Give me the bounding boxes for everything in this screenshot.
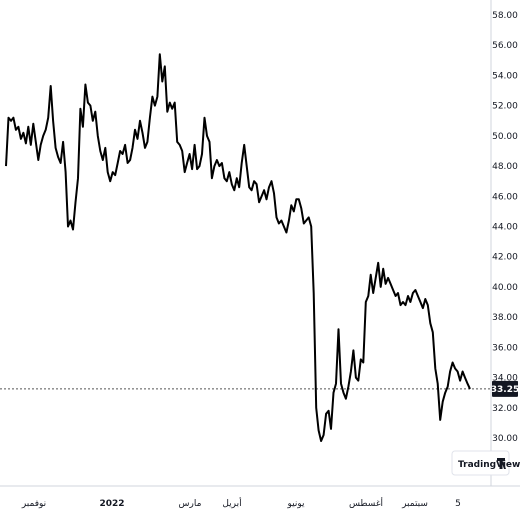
last-price-label: 33.25 [491, 380, 519, 397]
y-axis-ticks: 58.00 56.00 54.00 52.00 50.00 48.00 46.00 44.00… [492, 11, 518, 444]
y-tick-label: 58.00 [492, 11, 518, 21]
y-tick-label: 52.00 [492, 102, 518, 112]
tradingview-logo-background [451, 450, 510, 476]
last-price-box [492, 380, 518, 397]
y-tick-label: 34.00 [492, 374, 518, 384]
y-tick-label: 56.00 [492, 41, 518, 51]
x-tick-label: أبريل [222, 497, 241, 509]
x-tick-label: أغسطس [349, 497, 383, 509]
x-axis-ticks: نوفمبر 2022 مارس أبريل يونيو أغسطس سبتمبر 5 [21, 497, 461, 509]
y-tick-label: 44.00 [492, 223, 518, 233]
y-tick-label: 50.00 [492, 132, 518, 142]
x-tick-label: سبتمبر [401, 499, 428, 509]
tradingview-logo-text: TradingView [458, 460, 520, 470]
y-tick-label: 40.00 [492, 283, 518, 293]
y-tick-label: 46.00 [492, 192, 518, 202]
x-tick-label: مارس [179, 499, 202, 509]
y-tick-label: 38.00 [492, 313, 518, 323]
y-tick-label: 48.00 [492, 162, 518, 172]
x-tick-label: 5 [455, 499, 461, 509]
y-tick-label: 42.00 [492, 253, 518, 263]
x-tick-label: يونيو [286, 499, 305, 509]
x-tick-label: نوفمبر [21, 499, 46, 509]
tradingview-logo[interactable]: TradingView [451, 450, 520, 476]
y-tick-label: 36.00 [492, 343, 518, 353]
price-series-line [5, 53, 471, 442]
y-tick-label: 54.00 [492, 71, 518, 81]
x-tick-label: 2022 [99, 499, 124, 509]
y-tick-label: 30.00 [492, 434, 518, 444]
y-tick-label: 32.00 [492, 404, 518, 414]
tradingview-logo-icon [497, 458, 506, 469]
last-price-text: 33.25 [491, 385, 519, 395]
